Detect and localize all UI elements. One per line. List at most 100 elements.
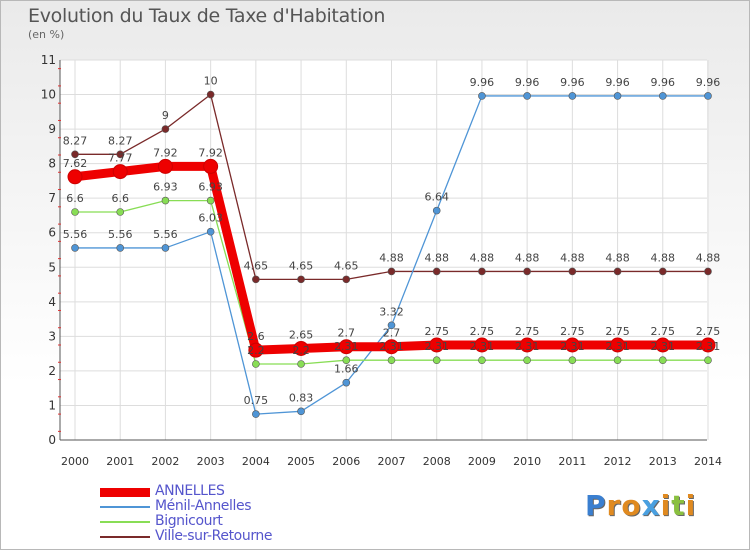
- data-point: [387, 356, 396, 365]
- x-tick-label: 2004: [242, 455, 270, 468]
- data-labels: 6.6 6.6 6.93 6.93 2.2 2.2 2.31 2.31 2.31 2.31 2.31…: [66, 181, 720, 357]
- data-point: [297, 360, 305, 368]
- data-point: [161, 125, 170, 133]
- y-tick-label: 9: [48, 122, 56, 136]
- y-tick-label: 10: [41, 88, 56, 102]
- data-point: [478, 356, 486, 365]
- data-point: [610, 337, 626, 353]
- series-m-nil-annelles: [71, 92, 712, 418]
- data-label: 4.88: [379, 251, 404, 264]
- data-label: 2.31: [605, 340, 630, 353]
- data-label: 2.31: [379, 340, 404, 353]
- data-label: 8.27: [63, 134, 88, 147]
- legend-swatch: [100, 506, 150, 508]
- data-point: [613, 267, 622, 276]
- data-point: [704, 92, 712, 100]
- data-label: 7.77: [108, 152, 133, 165]
- data-label: 2.31: [651, 340, 676, 353]
- x-tick-label: 2007: [378, 455, 406, 468]
- data-label: 9: [162, 109, 169, 122]
- data-point: [568, 92, 577, 100]
- legend-swatch: [100, 521, 150, 523]
- logo-letter: i: [685, 489, 697, 522]
- data-point: [655, 337, 671, 353]
- data-label: 6.03: [198, 212, 223, 225]
- x-tick-label: 2003: [197, 455, 225, 468]
- chart-subtitle: (en %): [28, 28, 65, 41]
- data-label: 4.65: [244, 259, 269, 272]
- legend-item: Bignicourt: [100, 513, 320, 530]
- data-point: [704, 356, 712, 365]
- legend-label: Ville-sur-Retourne: [155, 528, 273, 544]
- y-tick-label: 3: [48, 329, 56, 343]
- data-point: [523, 267, 531, 276]
- data-point: [519, 337, 535, 353]
- legend-label: ANNELLES: [155, 483, 225, 499]
- data-point: [203, 158, 219, 174]
- data-point: [71, 150, 79, 159]
- data-point: [342, 356, 351, 365]
- data-point: [523, 92, 531, 100]
- data-label: 0.75: [244, 394, 269, 407]
- data-label: 2.31: [560, 340, 585, 353]
- legend-swatch: [100, 487, 150, 497]
- data-point: [206, 196, 215, 205]
- data-point: [297, 275, 305, 284]
- data-label: 2.75: [605, 325, 630, 338]
- logo-letter: r: [606, 489, 622, 522]
- data-label: 9.96: [696, 76, 721, 89]
- data-point: [432, 267, 441, 276]
- series-annelles: [67, 158, 716, 358]
- data-point: [387, 267, 396, 276]
- data-label: 2.31: [424, 340, 449, 353]
- y-tick-label: 8: [48, 157, 56, 171]
- series-ville-sur-retourne: [71, 90, 712, 284]
- data-label: 2.7: [383, 327, 401, 340]
- data-label: 10: [204, 75, 218, 88]
- proxiti-logo: Proxiti: [585, 489, 696, 522]
- data-label: 2.2: [247, 344, 265, 357]
- data-label: 5.56: [63, 228, 88, 241]
- x-tick-label: 2014: [694, 455, 722, 468]
- legend-swatch: [100, 536, 150, 538]
- data-point: [248, 342, 264, 358]
- data-label: 2.75: [560, 325, 585, 338]
- y-tick-label: 1: [48, 398, 56, 412]
- data-label: 2.75: [470, 325, 495, 338]
- data-point: [252, 360, 260, 368]
- data-point: [384, 339, 399, 355]
- x-tick-label: 2001: [106, 455, 134, 468]
- logo-letter: P: [585, 489, 607, 522]
- data-point: [613, 356, 622, 365]
- y-tick-label: 4: [48, 295, 56, 309]
- x-tick-label: 2011: [558, 455, 586, 468]
- data-point: [206, 90, 215, 99]
- data-label: 2.75: [651, 325, 676, 338]
- data-label: 2.31: [696, 340, 721, 353]
- y-tick-label: 5: [48, 260, 56, 274]
- x-tick-label: 2002: [151, 455, 179, 468]
- data-label: 2.6: [247, 330, 265, 343]
- data-point: [568, 267, 577, 276]
- data-point: [116, 208, 125, 216]
- data-point: [429, 337, 445, 353]
- data-label: 2.7: [338, 327, 356, 340]
- data-point: [478, 267, 486, 276]
- data-label: 4.88: [515, 251, 540, 264]
- y-tick-label: 11: [41, 53, 56, 67]
- x-tick-label: 2010: [513, 455, 541, 468]
- data-labels: 8.27 8.27 9 10 4.65 4.65 4.65 4.88 4.88 4.88 4.88 4…: [63, 75, 721, 273]
- data-label: 9.96: [651, 76, 676, 89]
- data-point: [71, 244, 79, 252]
- data-point: [252, 410, 260, 418]
- x-tick-label: 2008: [423, 455, 451, 468]
- y-tick-label: 6: [48, 226, 56, 240]
- data-label: 4.88: [424, 251, 449, 264]
- data-point: [658, 356, 667, 365]
- legend-item: ANNELLES: [100, 483, 320, 500]
- data-point: [116, 150, 125, 159]
- data-point: [206, 227, 215, 236]
- chart-title: Evolution du Taux de Taxe d'Habitation: [28, 5, 386, 27]
- data-label: 4.88: [651, 251, 676, 264]
